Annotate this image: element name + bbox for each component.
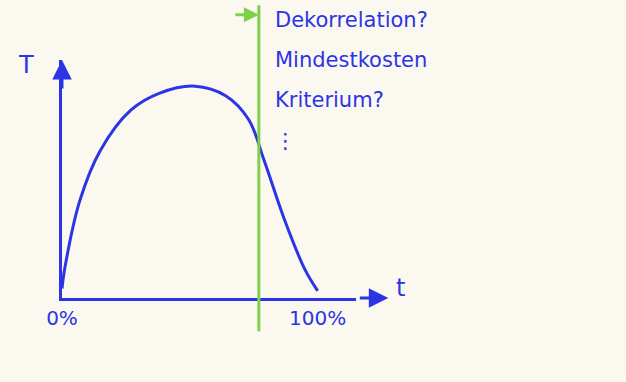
svg-text:Mindestkosten: Mindestkosten — [275, 48, 427, 72]
svg-text:⋮: ⋮ — [275, 129, 296, 153]
svg-text:0%: 0% — [46, 306, 78, 330]
svg-text:100%: 100% — [289, 306, 346, 330]
svg-text:t: t — [396, 274, 405, 302]
svg-text:Kriterium?: Kriterium? — [275, 88, 384, 112]
svg-text:T: T — [18, 51, 34, 79]
svg-text:Dekorrelation?: Dekorrelation? — [275, 8, 428, 32]
